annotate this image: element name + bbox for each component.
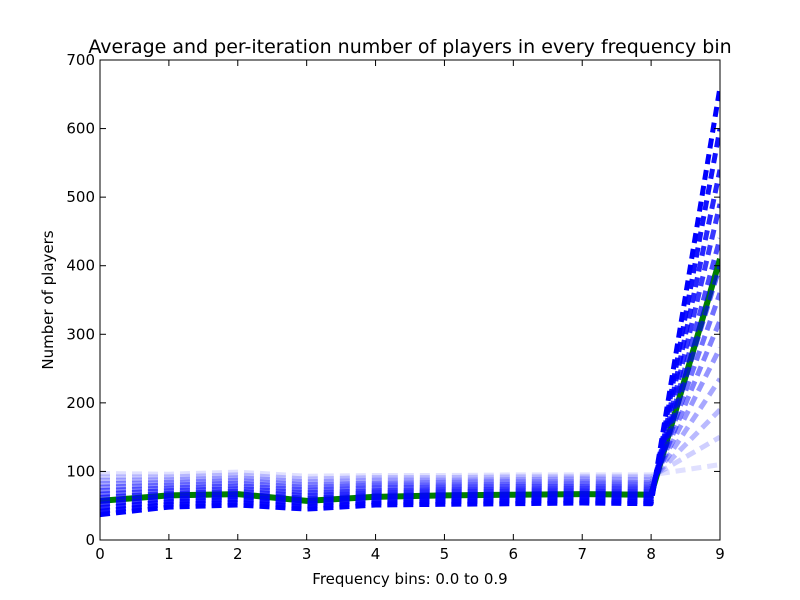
- x-tick-label: 7: [577, 545, 587, 563]
- average-line-1: [100, 258, 720, 504]
- x-tick-label: 5: [440, 545, 450, 563]
- x-tick-label: 1: [164, 545, 174, 563]
- y-tick-label: 500: [66, 188, 95, 206]
- iteration-line-6: [100, 319, 720, 494]
- y-tick-label: 100: [66, 462, 95, 480]
- iteration-line-7: [100, 292, 720, 497]
- iteration-line-3: [100, 407, 720, 485]
- x-tick-label: 2: [233, 545, 243, 563]
- iteration-line-10: [100, 203, 720, 507]
- chart-title: Average and per-iteration number of play…: [88, 36, 731, 58]
- x-tick-label: 9: [715, 545, 725, 563]
- y-tick-label: 600: [66, 120, 95, 138]
- iteration-line-5: [100, 346, 720, 490]
- y-tick-label: 200: [66, 394, 95, 412]
- series-layer: [100, 86, 720, 518]
- y-axis: 0 100 200 300 400 500 600 700: [66, 51, 720, 549]
- y-axis-label: Number of players: [39, 230, 57, 369]
- x-tick-label: 3: [302, 545, 312, 563]
- plot-frame: [99, 59, 721, 541]
- iteration-line-8: [100, 264, 720, 500]
- x-tick-label: 4: [371, 545, 381, 563]
- x-axis: 0 1 2 3 4 5 6 7 8 9: [95, 60, 725, 563]
- y-tick-label: 300: [66, 325, 95, 343]
- x-axis-label: Frequency bins: 0.0 to 0.9: [312, 570, 507, 588]
- iteration-line-13: [100, 86, 720, 518]
- iteration-line-2: [100, 434, 720, 482]
- iteration-line-11: [100, 169, 720, 511]
- x-tick-label: 6: [509, 545, 519, 563]
- x-tick-label: 0: [95, 545, 105, 563]
- iteration-line-4: [100, 377, 720, 487]
- iteration-line-9: [100, 237, 720, 504]
- iteration-line-1: [100, 462, 720, 479]
- iteration-line-12: [100, 128, 720, 514]
- y-tick-label: 700: [66, 51, 95, 69]
- y-tick-label: 400: [66, 257, 95, 275]
- x-tick-label: 8: [646, 545, 656, 563]
- y-tick-label: 0: [85, 531, 95, 549]
